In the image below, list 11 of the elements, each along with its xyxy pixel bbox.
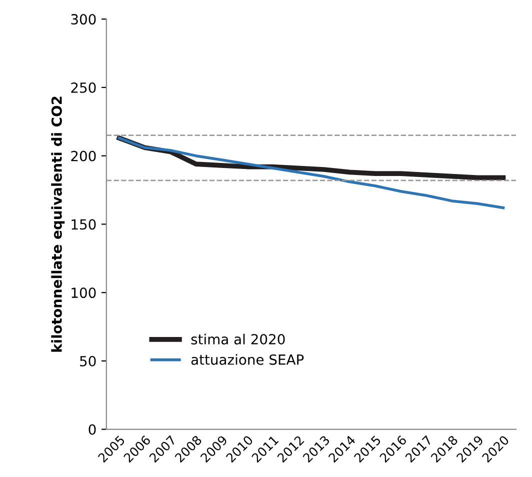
- legend-label: attuazione SEAP: [191, 354, 304, 365]
- line-series: [118, 136, 505, 210]
- y-tick-label: 300: [71, 14, 96, 25]
- y-tick-label: 50: [80, 356, 96, 366]
- y-tick-label: 150: [72, 219, 96, 230]
- y-tick-label: 250: [71, 82, 96, 93]
- y-tick-label: 0: [88, 424, 96, 435]
- legend-label: stima al 2020: [191, 334, 285, 344]
- y-axis-title: kilotonnellate equivalenti di CO2: [51, 96, 65, 352]
- y-tick-label: 200: [71, 150, 96, 162]
- y-tick-label: 100: [72, 288, 96, 298]
